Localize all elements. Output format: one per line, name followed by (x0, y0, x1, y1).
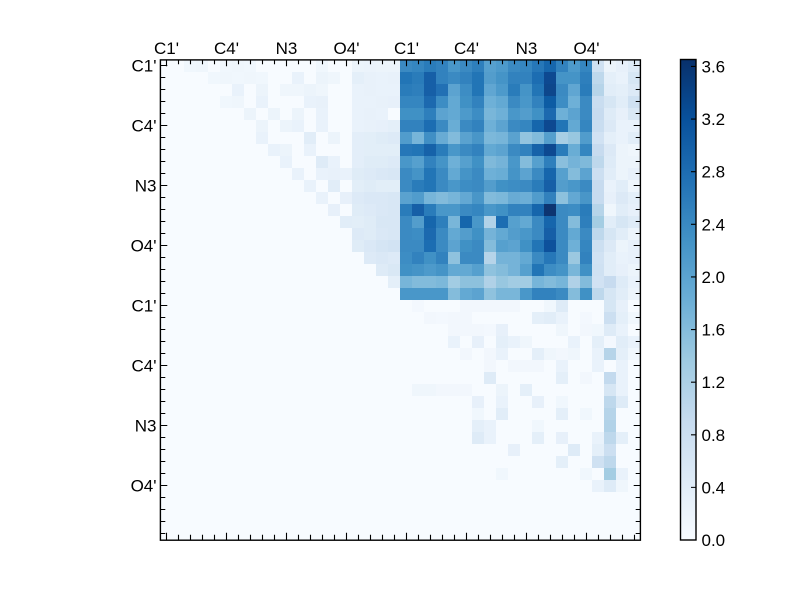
svg-text:O4': O4' (574, 39, 600, 58)
svg-text:0.0: 0.0 (702, 531, 726, 550)
svg-text:N3: N3 (135, 416, 157, 435)
svg-text:2.8: 2.8 (702, 163, 726, 182)
svg-text:C4': C4' (454, 39, 479, 58)
svg-text:C1': C1' (132, 296, 157, 315)
svg-text:1.6: 1.6 (702, 321, 726, 340)
svg-text:C4': C4' (132, 356, 157, 375)
svg-text:N3: N3 (516, 39, 538, 58)
svg-text:C1': C1' (394, 39, 419, 58)
svg-text:C1': C1' (132, 56, 157, 75)
svg-text:C4': C4' (132, 116, 157, 135)
svg-text:1.2: 1.2 (702, 373, 726, 392)
svg-text:O4': O4' (131, 236, 157, 255)
svg-text:N3: N3 (276, 39, 298, 58)
svg-text:N3: N3 (135, 176, 157, 195)
svg-text:O4': O4' (334, 39, 360, 58)
svg-text:3.6: 3.6 (702, 57, 726, 76)
svg-text:2.0: 2.0 (702, 268, 726, 287)
svg-text:O4': O4' (131, 476, 157, 495)
svg-text:0.8: 0.8 (702, 426, 726, 445)
svg-text:C1': C1' (154, 39, 179, 58)
svg-text:0.4: 0.4 (702, 478, 726, 497)
svg-text:3.2: 3.2 (702, 110, 726, 129)
svg-text:C4': C4' (214, 39, 239, 58)
svg-text:2.4: 2.4 (702, 215, 726, 234)
